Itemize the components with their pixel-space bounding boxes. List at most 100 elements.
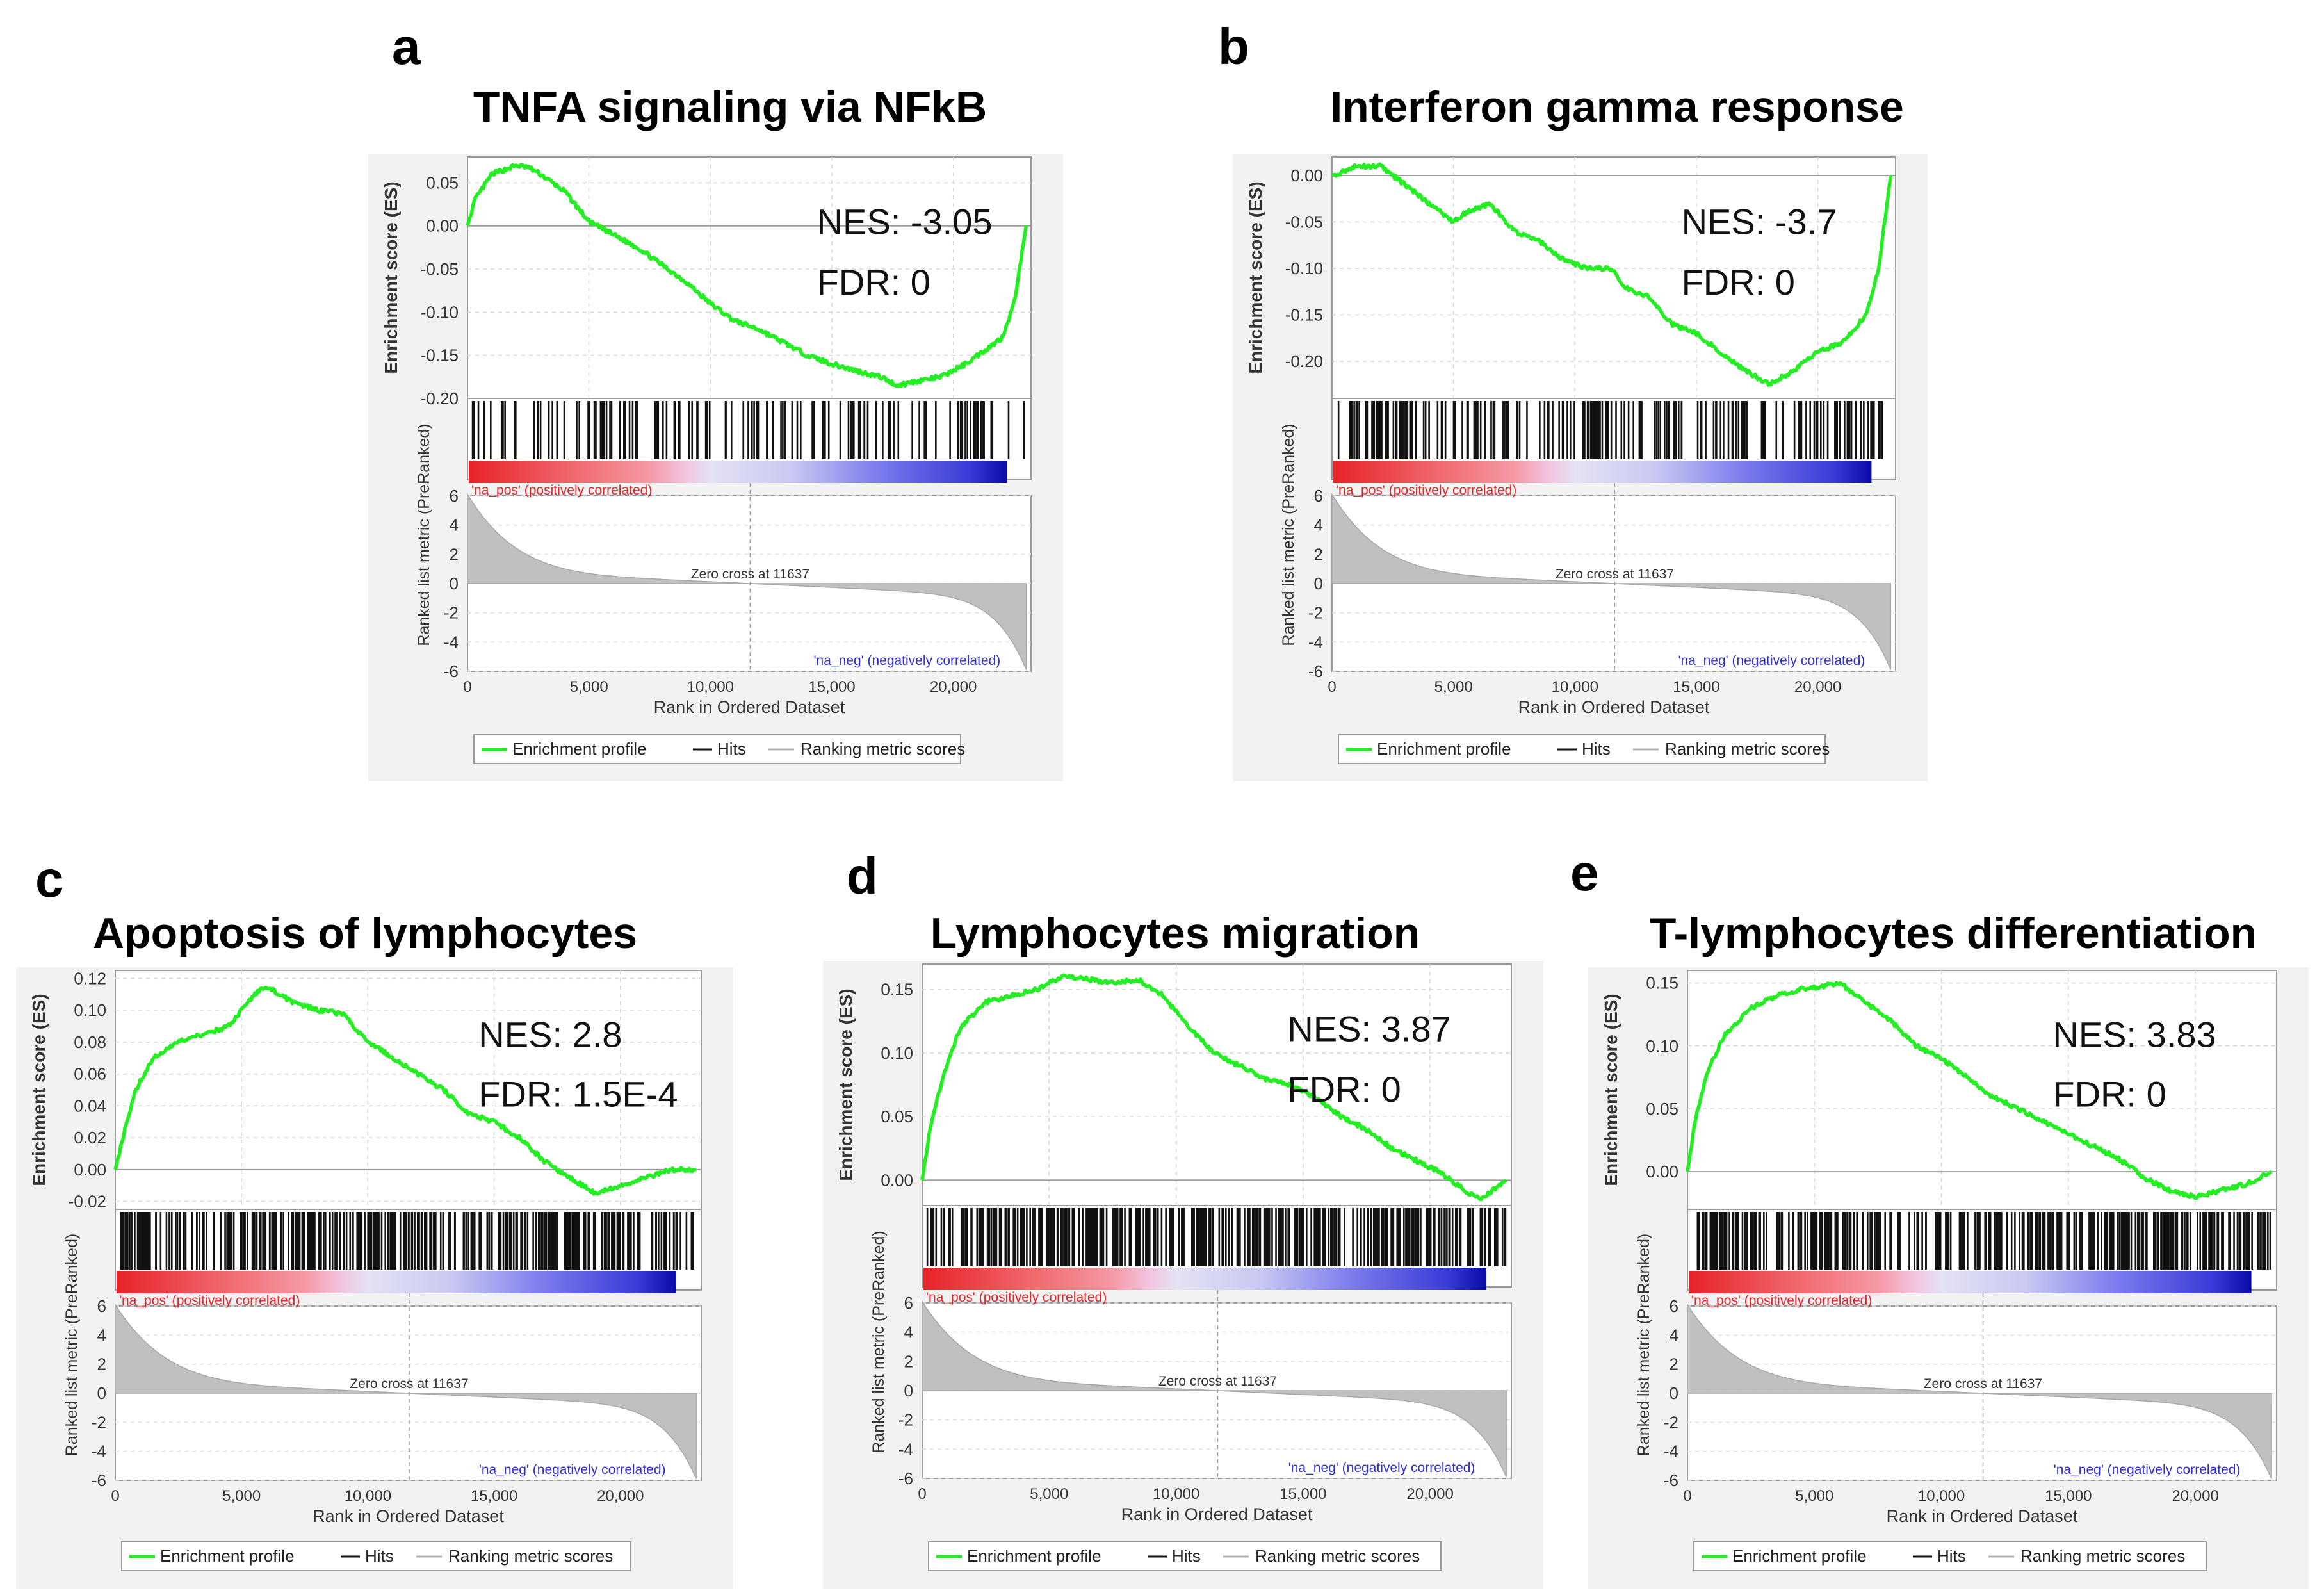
neg-correlated-label: 'na_neg' (negatively correlated) bbox=[1288, 1460, 1475, 1475]
es-tick-label: -0.05 bbox=[421, 259, 459, 279]
legend-box bbox=[1338, 734, 1826, 764]
metric-tick-label: -4 bbox=[92, 1442, 106, 1461]
metric-tick-label: 6 bbox=[1670, 1296, 1678, 1316]
metric-tick-label: 4 bbox=[1314, 516, 1323, 535]
metric-axis-label: Ranked list metric (PreRanked) bbox=[1635, 1234, 1653, 1456]
zero-cross-label: Zero cross at 11637 bbox=[1924, 1377, 2042, 1391]
chart-title: TNFA signaling via NFkB bbox=[473, 83, 987, 131]
metric-tick-label: -2 bbox=[92, 1412, 106, 1432]
chart-title: Interferon gamma response bbox=[1330, 83, 1904, 131]
es-tick-label: -0.05 bbox=[1285, 213, 1323, 232]
metric-tick-label: -2 bbox=[898, 1411, 913, 1430]
metric-tick-label: 0 bbox=[1314, 574, 1323, 593]
fdr-label: FDR: 0 bbox=[817, 262, 930, 302]
x-tick-label: 5,000 bbox=[1030, 1485, 1068, 1503]
es-axis-label: Enrichment score (ES) bbox=[1601, 994, 1621, 1186]
neg-correlated-label: 'na_neg' (negatively correlated) bbox=[2054, 1462, 2241, 1477]
metric-tick-label: -6 bbox=[1664, 1471, 1678, 1490]
x-tick-label: 10,000 bbox=[687, 678, 734, 696]
metric-tick-label: -6 bbox=[898, 1469, 913, 1488]
fdr-label: FDR: 0 bbox=[1682, 262, 1795, 302]
metric-axis-label: Ranked list metric (PreRanked) bbox=[1280, 423, 1297, 646]
ranking-metric-area bbox=[1331, 493, 1892, 670]
chart-title: Apoptosis of lymphocytes bbox=[93, 909, 637, 958]
es-tick-label: -0.20 bbox=[421, 389, 459, 408]
metric-tick-label: 4 bbox=[1670, 1325, 1678, 1345]
legend-label: Hits bbox=[1172, 1546, 1201, 1566]
x-tick-label: 5,000 bbox=[570, 678, 608, 696]
legend-label: Enrichment profile bbox=[160, 1546, 295, 1566]
legend-label: Enrichment profile bbox=[967, 1546, 1101, 1566]
x-tick-label: 10,000 bbox=[345, 1487, 391, 1505]
fdr-label: FDR: 1.5E-4 bbox=[478, 1074, 678, 1115]
metric-tick-label: 4 bbox=[904, 1323, 913, 1342]
enrichment-profile-line bbox=[113, 986, 697, 1196]
panel-b: b Interferon gamma response 0.00 -0.05 -0.10… bbox=[1218, 18, 1928, 781]
metric-tick-label: -6 bbox=[1308, 662, 1323, 681]
x-tick-label: 15,000 bbox=[471, 1487, 517, 1505]
panel-a: a TNFA signaling via NFkB 0.05 0.00 -0.05 -0.… bbox=[368, 18, 1063, 781]
legend-label: Hits bbox=[365, 1546, 394, 1566]
metric-tick-label: -4 bbox=[444, 632, 459, 651]
pos-correlated-label: 'na_pos' (positively correlated) bbox=[1336, 483, 1516, 498]
panel-letter: c bbox=[35, 851, 64, 908]
es-tick-label: -0.20 bbox=[1285, 352, 1323, 371]
metric-tick-label: 6 bbox=[450, 486, 459, 505]
panel-e: e T-lymphocytes differentiation 0.15 0.10 0.… bbox=[1570, 844, 2309, 1589]
legend-label: Enrichment profile bbox=[1377, 739, 1511, 758]
x-axis-label: Rank in Ordered Dataset bbox=[1887, 1507, 2078, 1526]
legend-label: Hits bbox=[1582, 739, 1611, 758]
es-tick-label: 0.15 bbox=[881, 980, 913, 999]
x-tick-label: 5,000 bbox=[1795, 1487, 1833, 1505]
fdr-label: FDR: 0 bbox=[1287, 1069, 1401, 1109]
metric-tick-label: 2 bbox=[97, 1355, 106, 1374]
es-plot-area bbox=[467, 156, 1032, 399]
x-tick-label: 10,000 bbox=[1918, 1487, 1965, 1505]
es-tick-label: -0.15 bbox=[1285, 306, 1323, 325]
legend-label: Enrichment profile bbox=[1732, 1546, 1867, 1566]
ranking-metric-area bbox=[922, 1300, 1507, 1478]
zero-cross-label: Zero cross at 11637 bbox=[350, 1377, 468, 1391]
metric-tick-label: -2 bbox=[1308, 603, 1323, 623]
ranking-color-bar bbox=[469, 461, 1007, 483]
panel-letter: a bbox=[392, 18, 421, 75]
x-tick-label: 10,000 bbox=[1552, 678, 1598, 696]
es-axis-label: Enrichment score (ES) bbox=[381, 181, 401, 373]
metric-tick-label: 6 bbox=[1314, 486, 1323, 505]
es-tick-label: 0.15 bbox=[1646, 974, 1678, 993]
x-tick-label: 20,000 bbox=[1794, 678, 1841, 696]
es-tick-label: 0.00 bbox=[74, 1160, 106, 1179]
es-tick-label: 0.05 bbox=[426, 173, 459, 192]
x-axis-label: Rank in Ordered Dataset bbox=[654, 698, 845, 717]
x-tick-label: 20,000 bbox=[1406, 1485, 1453, 1503]
neg-correlated-label: 'na_neg' (negatively correlated) bbox=[479, 1462, 666, 1477]
es-tick-label: -0.02 bbox=[69, 1192, 106, 1211]
ranking-color-bar bbox=[117, 1271, 676, 1293]
pos-correlated-label: 'na_pos' (positively correlated) bbox=[471, 483, 652, 498]
es-axis-label: Enrichment score (ES) bbox=[29, 994, 49, 1186]
metric-tick-label: 0 bbox=[97, 1384, 106, 1403]
es-tick-label: 0.00 bbox=[1646, 1162, 1678, 1181]
legend-label: Ranking metric scores bbox=[800, 739, 965, 758]
chart-title: T-lymphocytes differentiation bbox=[1650, 909, 2257, 958]
x-tick-label: 0 bbox=[463, 678, 471, 696]
pos-correlated-label: 'na_pos' (positively correlated) bbox=[926, 1290, 1107, 1305]
metric-tick-label: 2 bbox=[904, 1352, 913, 1371]
x-tick-label: 20,000 bbox=[597, 1487, 644, 1505]
zero-cross-label: Zero cross at 11637 bbox=[1556, 567, 1674, 582]
ranking-metric-area bbox=[467, 493, 1027, 670]
es-tick-label: 0.06 bbox=[74, 1065, 106, 1084]
es-axis-label: Enrichment score (ES) bbox=[836, 988, 856, 1181]
ranking-color-bar bbox=[1689, 1271, 2252, 1293]
metric-tick-label: -4 bbox=[1664, 1442, 1678, 1461]
x-tick-label: 15,000 bbox=[2045, 1487, 2092, 1505]
fdr-label: FDR: 0 bbox=[2052, 1074, 2166, 1115]
x-tick-label: 5,000 bbox=[222, 1487, 261, 1505]
es-tick-label: 0.02 bbox=[74, 1128, 106, 1147]
nes-label: NES: 3.83 bbox=[2052, 1014, 2216, 1054]
metric-axis-label: Ranked list metric (PreRanked) bbox=[870, 1231, 888, 1453]
legend-box bbox=[473, 734, 961, 764]
es-tick-label: 0.05 bbox=[1646, 1099, 1678, 1118]
ranking-metric-area bbox=[115, 1303, 697, 1480]
